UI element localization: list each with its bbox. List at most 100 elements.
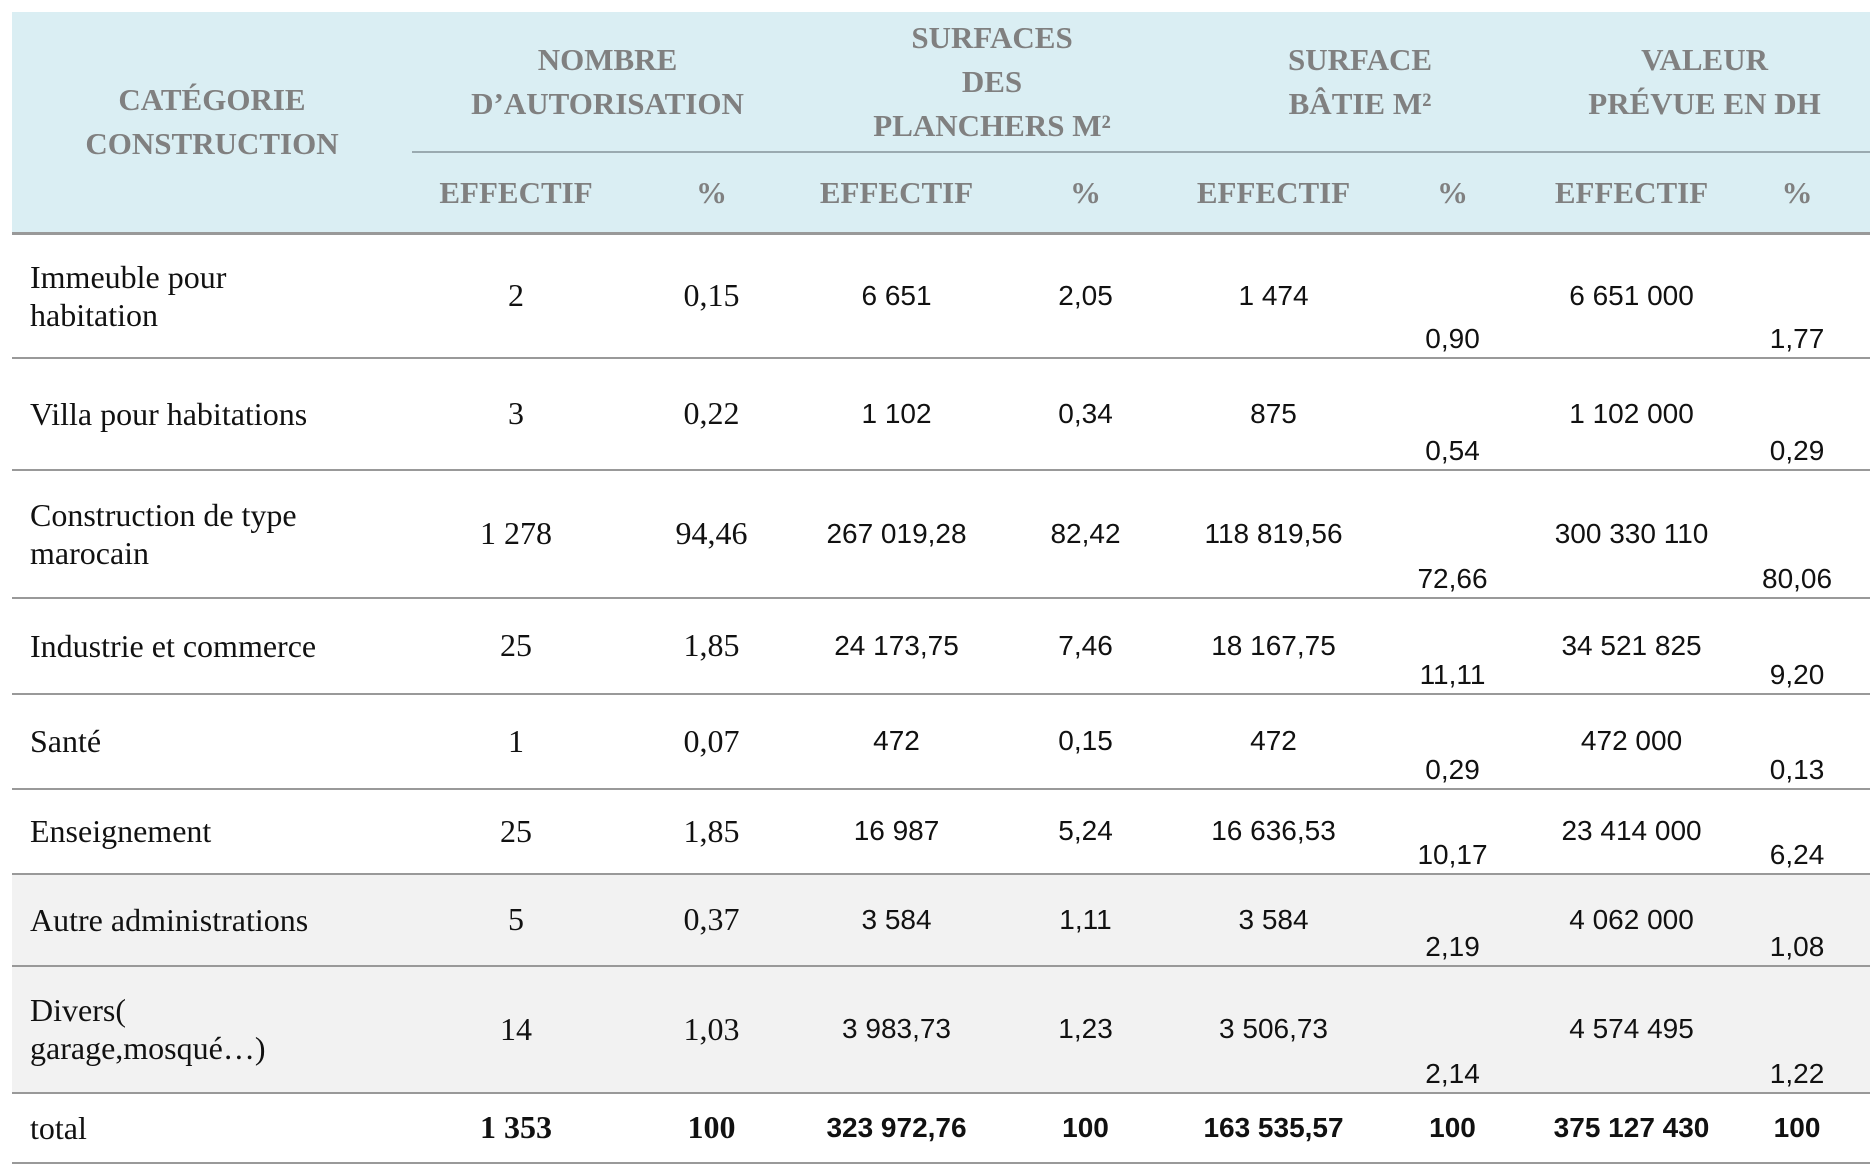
value-cell: 34 521 825 xyxy=(1539,597,1725,695)
value-cell: 5 xyxy=(412,873,620,967)
value-cell: 1 278 xyxy=(412,469,620,599)
value-cell: 1,22 xyxy=(1724,965,1870,1094)
value-cell: 3 584 xyxy=(803,873,991,967)
total-cell: 100 xyxy=(1724,1092,1870,1164)
total-cell: 323 972,76 xyxy=(803,1092,991,1164)
category-header: CATÉGORIE CONSTRUCTION xyxy=(12,12,412,235)
total-cell: 100 xyxy=(1366,1092,1540,1164)
table-row: Villa pour habitations 3 0,22 1 102 0,34 875 0… xyxy=(12,357,1870,471)
value-cell: 80,06 xyxy=(1724,469,1870,599)
value-cell: 0,29 xyxy=(1724,357,1870,471)
sub-header: % xyxy=(990,152,1182,235)
value-cell: 0,34 xyxy=(990,357,1182,471)
value-cell: 16 987 xyxy=(803,788,991,875)
value-cell: 3 584 xyxy=(1181,873,1367,967)
value-cell: 118 819,56 xyxy=(1181,469,1367,599)
table-row: Industrie et commerce 25 1,85 24 173,75 7,46… xyxy=(12,597,1870,695)
value-cell: 0,15 xyxy=(990,693,1182,790)
table-row: Santé 1 0,07 472 0,15 472 0,29 472 000 0,13 xyxy=(12,693,1870,790)
total-cell: 163 535,57 xyxy=(1181,1092,1367,1164)
value-cell: 0,07 xyxy=(620,693,804,790)
category-cell: Enseignement xyxy=(12,788,412,875)
value-cell: 9,20 xyxy=(1724,597,1870,695)
value-cell: 1,03 xyxy=(620,965,804,1094)
value-cell: 1,23 xyxy=(990,965,1182,1094)
total-cell: 100 xyxy=(990,1092,1182,1164)
value-cell: 0,54 xyxy=(1366,357,1540,471)
total-cell: 375 127 430 xyxy=(1539,1092,1725,1164)
value-cell: 25 xyxy=(412,788,620,875)
value-cell: 0,37 xyxy=(620,873,804,967)
table-row: Construction de type marocain 1 278 94,46 2… xyxy=(12,469,1870,599)
value-cell: 472 000 xyxy=(1539,693,1725,790)
value-cell: 72,66 xyxy=(1366,469,1540,599)
value-cell: 25 xyxy=(412,597,620,695)
value-cell: 2,14 xyxy=(1366,965,1540,1094)
group-header: SURFACE BÂTIE M² xyxy=(1181,12,1540,153)
value-cell: 18 167,75 xyxy=(1181,597,1367,695)
value-cell: 4 574 495 xyxy=(1539,965,1725,1094)
value-cell: 7,46 xyxy=(990,597,1182,695)
sub-header: EFFECTIF xyxy=(412,152,620,235)
value-cell: 300 330 110 xyxy=(1539,469,1725,599)
value-cell: 4 062 000 xyxy=(1539,873,1725,967)
table: CATÉGORIE CONSTRUCTION NOMBRE D’AUTORISAT… xyxy=(12,12,1870,1164)
category-cell: Santé xyxy=(12,693,412,790)
value-cell: 2,19 xyxy=(1366,873,1540,967)
sub-header: % xyxy=(1724,152,1870,235)
value-cell: 472 xyxy=(1181,693,1367,790)
value-cell: 6,24 xyxy=(1724,788,1870,875)
value-cell: 3 983,73 xyxy=(803,965,991,1094)
value-cell: 6 651 000 xyxy=(1539,233,1725,359)
table-row: Autre administrations 5 0,37 3 584 1,11 3 584… xyxy=(12,873,1870,967)
value-cell: 11,11 xyxy=(1366,597,1540,695)
total-cell: 100 xyxy=(620,1092,804,1164)
value-cell: 0,15 xyxy=(620,233,804,359)
table-row: Enseignement 25 1,85 16 987 5,24 16 636,53 10,… xyxy=(12,788,1870,875)
value-cell: 267 019,28 xyxy=(803,469,991,599)
total-cell: 1 353 xyxy=(412,1092,620,1164)
total-label: total xyxy=(12,1092,412,1164)
value-cell: 0,29 xyxy=(1366,693,1540,790)
value-cell: 1 xyxy=(412,693,620,790)
value-cell: 10,17 xyxy=(1366,788,1540,875)
table-row: Divers( garage,mosqué…) 14 1,03 3 983,73 1,2… xyxy=(12,965,1870,1094)
category-cell: Villa pour habitations xyxy=(12,357,412,471)
group-header: VALEUR PRÉVUE EN DH xyxy=(1539,12,1870,153)
sub-header: EFFECTIF xyxy=(1181,152,1367,235)
value-cell: 2,05 xyxy=(990,233,1182,359)
value-cell: 2 xyxy=(412,233,620,359)
value-cell: 875 xyxy=(1181,357,1367,471)
table-row: Immeuble pour habitation 2 0,15 6 651 2,05 1 … xyxy=(12,233,1870,359)
value-cell: 23 414 000 xyxy=(1539,788,1725,875)
category-cell: Industrie et commerce xyxy=(12,597,412,695)
table-container: CATÉGORIE CONSTRUCTION NOMBRE D’AUTORISAT… xyxy=(12,12,1870,1164)
value-cell: 1,77 xyxy=(1724,233,1870,359)
value-cell: 94,46 xyxy=(620,469,804,599)
value-cell: 1,11 xyxy=(990,873,1182,967)
sub-header: EFFECTIF xyxy=(803,152,991,235)
value-cell: 1 102 xyxy=(803,357,991,471)
value-cell: 16 636,53 xyxy=(1181,788,1367,875)
category-cell: Autre administrations xyxy=(12,873,412,967)
group-header: SURFACES DES PLANCHERS M² xyxy=(803,12,1182,153)
total-row: total 1 353 100 323 972,76 100 163 535,57 100 3… xyxy=(12,1092,1870,1164)
value-cell: 24 173,75 xyxy=(803,597,991,695)
sub-header: EFFECTIF xyxy=(1539,152,1725,235)
value-cell: 1 102 000 xyxy=(1539,357,1725,471)
value-cell: 1,85 xyxy=(620,788,804,875)
value-cell: 0,22 xyxy=(620,357,804,471)
value-cell: 1,85 xyxy=(620,597,804,695)
value-cell: 0,13 xyxy=(1724,693,1870,790)
value-cell: 14 xyxy=(412,965,620,1094)
group-header: NOMBRE D’AUTORISATION xyxy=(412,12,804,153)
category-cell: Divers( garage,mosqué…) xyxy=(12,965,412,1094)
category-cell: Immeuble pour habitation xyxy=(12,233,412,359)
value-cell: 3 xyxy=(412,357,620,471)
value-cell: 6 651 xyxy=(803,233,991,359)
value-cell: 5,24 xyxy=(990,788,1182,875)
value-cell: 0,90 xyxy=(1366,233,1540,359)
sub-header: % xyxy=(620,152,804,235)
value-cell: 1,08 xyxy=(1724,873,1870,967)
category-cell: Construction de type marocain xyxy=(12,469,412,599)
